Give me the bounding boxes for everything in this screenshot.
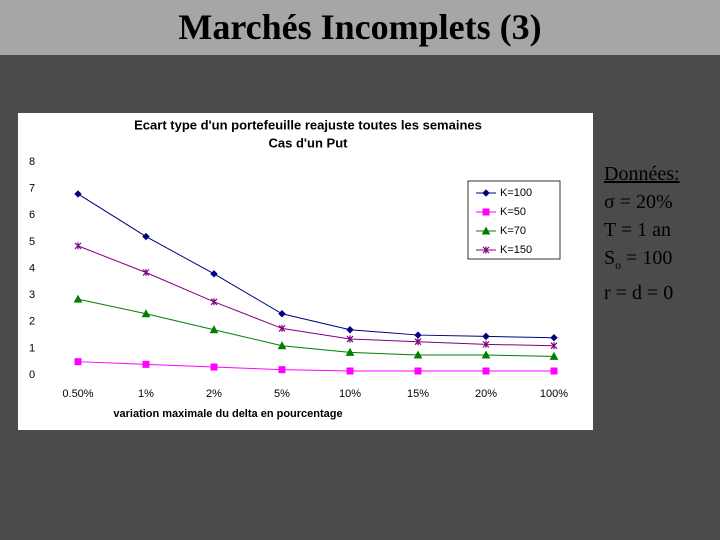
legend-label: K=150 <box>500 244 532 256</box>
legend-marker <box>482 246 490 254</box>
slide-title: Marchés Incomplets (3) <box>178 7 542 47</box>
point <box>413 350 423 359</box>
point <box>74 242 82 250</box>
point <box>482 332 490 341</box>
x-tick-label: 5% <box>274 388 290 400</box>
chart-box: Ecart type d'un portefeuille reajuste to… <box>18 113 593 430</box>
point <box>142 268 150 276</box>
note-text: T = 1 an <box>604 219 672 241</box>
x-tick-label: 0.50% <box>62 388 93 400</box>
point <box>481 350 491 359</box>
point <box>74 358 82 366</box>
note-line: r = d = 0 <box>604 279 680 307</box>
chart-subtitle: Cas d'un Put <box>269 135 349 150</box>
point <box>550 342 558 350</box>
x-tick-label: 15% <box>407 388 429 400</box>
title-band <box>0 0 720 55</box>
point <box>277 341 287 350</box>
point <box>414 331 422 339</box>
x-tick-label: 1% <box>138 388 154 400</box>
note-suffix: = 100 <box>621 247 673 269</box>
legend-label: K=50 <box>500 206 526 218</box>
x-tick-label: 2% <box>206 388 222 400</box>
y-tick-label: 4 <box>29 262 35 274</box>
point <box>141 309 151 318</box>
y-tick-label: 0 <box>29 369 35 381</box>
note-text: S <box>604 247 616 269</box>
legend-marker <box>482 208 490 216</box>
point <box>278 324 286 332</box>
y-tick-label: 6 <box>29 209 35 221</box>
point <box>142 232 150 241</box>
note-line: So = 100 <box>604 244 680 279</box>
point <box>278 366 286 374</box>
x-axis-label: variation maximale du delta en pourcenta… <box>113 408 342 420</box>
note-line: Données: <box>604 160 680 188</box>
point <box>346 326 354 334</box>
point <box>345 347 355 356</box>
y-tick-label: 3 <box>29 289 35 301</box>
point <box>73 294 83 303</box>
point <box>482 367 490 375</box>
point <box>414 338 422 346</box>
series-line <box>77 193 555 339</box>
x-tick-label: 10% <box>339 388 361 400</box>
x-tick-label: 100% <box>540 388 568 400</box>
point <box>550 367 558 375</box>
legend-marker <box>482 189 490 197</box>
series-line <box>77 298 555 357</box>
note-line: T = 1 an <box>604 216 680 244</box>
x-tick-label: 20% <box>475 388 497 400</box>
note-line: σ = 20% <box>604 188 680 216</box>
chart-title: Ecart type d'un portefeuille reajuste to… <box>134 117 482 132</box>
note-subscript: o <box>615 258 622 272</box>
point <box>549 351 559 360</box>
point <box>482 340 490 348</box>
legend-marker <box>481 226 491 235</box>
point <box>210 298 218 306</box>
y-tick-label: 1 <box>29 342 35 354</box>
point <box>209 325 219 334</box>
series-line <box>77 245 555 347</box>
note-text: r = d = 0 <box>604 282 674 304</box>
y-tick-label: 5 <box>29 236 35 248</box>
point <box>550 334 558 342</box>
point <box>210 270 218 278</box>
point <box>142 360 150 368</box>
point <box>74 190 82 198</box>
legend-label: K=100 <box>500 187 532 199</box>
point <box>414 367 422 375</box>
point <box>278 310 286 318</box>
point <box>210 363 218 371</box>
chart: Ecart type d'un portefeuille reajuste to… <box>29 117 568 420</box>
y-tick-label: 2 <box>29 316 35 328</box>
point <box>346 335 354 343</box>
notes: Données: σ = 20% T = 1 an So = 100 r = d = 0 <box>604 160 680 307</box>
series-line <box>77 361 554 372</box>
point <box>346 367 354 375</box>
legend-label: K=70 <box>500 225 526 237</box>
note-text: σ = 20% <box>604 191 673 213</box>
note-text: Données: <box>604 163 680 185</box>
y-tick-label: 8 <box>29 156 35 168</box>
y-tick-label: 7 <box>29 183 35 195</box>
